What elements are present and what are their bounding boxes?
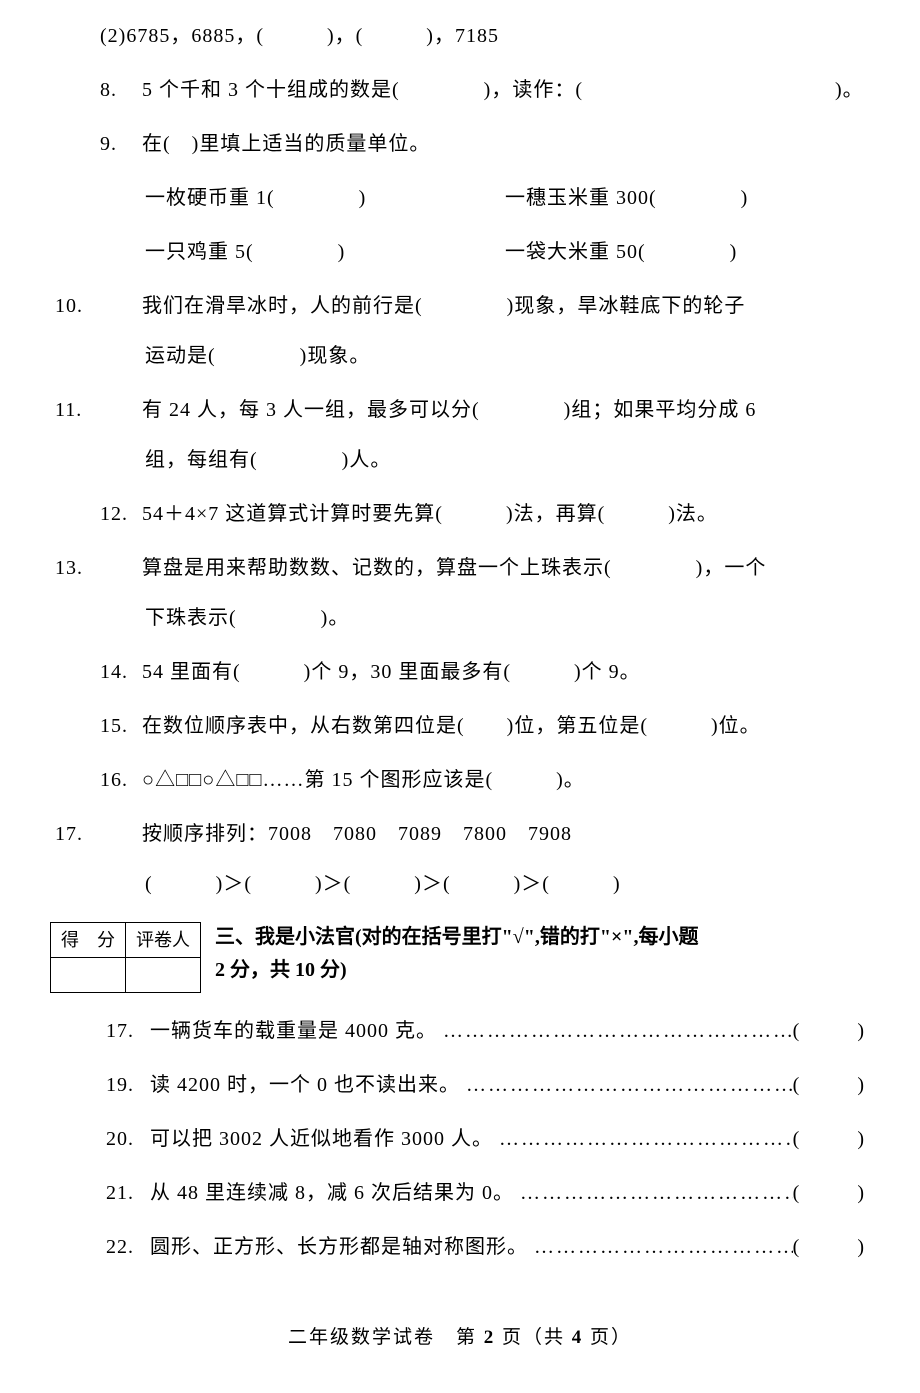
q13-num: 13. <box>100 552 136 584</box>
q9-stem: 9. 在( )里填上适当的质量单位。 <box>50 128 870 160</box>
q17a-a: 17. 按顺序排列：7008 7080 7089 7800 7908 <box>50 818 870 850</box>
q9-row2: 一只鸡重 5( ) 一袋大米重 50( ) <box>50 236 870 268</box>
tf-text: 从 48 里连续减 8，减 6 次后结果为 0。 <box>150 1177 514 1209</box>
section-3-header: 得 分 评卷人 三、我是小法官(对的在括号里打"√",错的打"×",每小题 2 … <box>50 922 870 993</box>
tf-num: 19. <box>106 1069 150 1101</box>
score-cell-1 <box>51 958 126 993</box>
q8-line: 8. 5 个千和 3 个十组成的数是( )，读作：( )。 <box>50 74 870 106</box>
score-head-1: 得 分 <box>51 923 126 958</box>
leader-dots: ………………………………………… <box>528 1231 793 1263</box>
section-3-title-l1: 三、我是小法官(对的在括号里打"√",错的打"×",每小题 <box>215 922 698 953</box>
q13-b: 下珠表示( )。 <box>50 602 870 634</box>
footer-text: 二年级数学试卷 第 2 页（共 4 页） <box>288 1327 632 1348</box>
section-3-title-l2: 2 分，共 10 分) <box>215 955 698 986</box>
tf-paren: ( ) <box>793 1123 870 1155</box>
q10-a: 10. 我们在滑旱冰时，人的前行是( )现象，旱冰鞋底下的轮子 <box>50 290 870 322</box>
tf-num: 20. <box>106 1123 150 1155</box>
tf-num: 21. <box>106 1177 150 1209</box>
section-3-title: 三、我是小法官(对的在括号里打"√",错的打"×",每小题 2 分，共 10 分… <box>215 922 698 986</box>
leader-dots: ………………………………………… <box>514 1177 793 1209</box>
q9-text: 在( )里填上适当的质量单位。 <box>142 133 430 155</box>
q9-r1b: 一穗玉米重 300( ) <box>505 182 748 214</box>
q16-text: ○△□□○△□□……第 15 个图形应该是( )。 <box>142 769 585 791</box>
tf-text: 可以把 3002 人近似地看作 3000 人。 <box>150 1123 493 1155</box>
table-row: 得 分 评卷人 <box>51 923 201 958</box>
q12-line: 12. 54＋4×7 这道算式计算时要先算( )法，再算( )法。 <box>50 498 870 530</box>
q14-num: 14. <box>100 656 136 688</box>
q11-a: 11. 有 24 人，每 3 人一组，最多可以分( )组；如果平均分成 6 <box>50 394 870 426</box>
q8-text: 5 个千和 3 个十组成的数是( )，读作：( )。 <box>142 79 864 101</box>
leader-dots: ………………………………………… <box>460 1069 793 1101</box>
q13-a: 13. 算盘是用来帮助数数、记数的，算盘一个上珠表示( )，一个 <box>50 552 870 584</box>
page-footer: 二年级数学试卷 第 2 页（共 4 页） <box>50 1323 870 1353</box>
tf-paren: ( ) <box>793 1231 870 1263</box>
q15-num: 15. <box>100 710 136 742</box>
table-row <box>51 958 201 993</box>
q17a-text-a: 按顺序排列：7008 7080 7089 7800 7908 <box>142 823 572 845</box>
tf-paren: ( ) <box>793 1177 870 1209</box>
tf-text: 圆形、正方形、长方形都是轴对称图形。 <box>150 1231 528 1263</box>
q9-num: 9. <box>100 128 136 160</box>
tf-q17: 17. 一辆货车的载重量是 4000 克。 ………………………………………… (… <box>50 1015 870 1047</box>
tf-q21: 21. 从 48 里连续减 8，减 6 次后结果为 0。 ……………………………… <box>50 1177 870 1209</box>
q14-text: 54 里面有( )个 9，30 里面最多有( )个 9。 <box>142 661 641 683</box>
q17a-b: ( )＞( )＞( )＞( )＞( ) <box>50 868 870 900</box>
q9-row1: 一枚硬币重 1( ) 一穗玉米重 300( ) <box>50 182 870 214</box>
q10-text-a: 我们在滑旱冰时，人的前行是( )现象，旱冰鞋底下的轮子 <box>142 295 745 317</box>
q8-num: 8. <box>100 74 136 106</box>
q17a-num: 17. <box>100 818 136 850</box>
leader-dots: ………………………………………… <box>493 1123 793 1155</box>
q9-r2a: 一只鸡重 5( ) <box>145 236 505 268</box>
q9-r2b: 一袋大米重 50( ) <box>505 236 737 268</box>
q11-b: 组，每组有( )人。 <box>50 444 870 476</box>
tf-text: 读 4200 时，一个 0 也不读出来。 <box>150 1069 460 1101</box>
q14-line: 14. 54 里面有( )个 9，30 里面最多有( )个 9。 <box>50 656 870 688</box>
leader-dots: ………………………………………… <box>437 1015 793 1047</box>
q7-2: (2)6785，6885，( )，( )，7185 <box>50 20 870 52</box>
q12-num: 12. <box>100 498 136 530</box>
q10-b: 运动是( )现象。 <box>50 340 870 372</box>
tf-paren: ( ) <box>793 1015 870 1047</box>
tf-q22: 22. 圆形、正方形、长方形都是轴对称图形。 ………………………………………… … <box>50 1231 870 1263</box>
q15-text: 在数位顺序表中，从右数第四位是( )位，第五位是( )位。 <box>142 715 761 737</box>
q13-text-a: 算盘是用来帮助数数、记数的，算盘一个上珠表示( )，一个 <box>142 557 766 579</box>
tf-paren: ( ) <box>793 1069 870 1101</box>
q12-text: 54＋4×7 这道算式计算时要先算( )法，再算( )法。 <box>142 503 718 525</box>
tf-q20: 20. 可以把 3002 人近似地看作 3000 人。 ………………………………… <box>50 1123 870 1155</box>
score-table: 得 分 评卷人 <box>50 922 201 993</box>
exam-page: (2)6785，6885，( )，( )，7185 8. 5 个千和 3 个十组… <box>0 0 920 1393</box>
q11-text-a: 有 24 人，每 3 人一组，最多可以分( )组；如果平均分成 6 <box>142 399 756 421</box>
q16-num: 16. <box>100 764 136 796</box>
q15-line: 15. 在数位顺序表中，从右数第四位是( )位，第五位是( )位。 <box>50 710 870 742</box>
q11-num: 11. <box>100 394 136 426</box>
tf-q19: 19. 读 4200 时，一个 0 也不读出来。 ………………………………………… <box>50 1069 870 1101</box>
tf-num: 17. <box>106 1015 150 1047</box>
tf-text: 一辆货车的载重量是 4000 克。 <box>150 1015 437 1047</box>
q10-num: 10. <box>100 290 136 322</box>
score-head-2: 评卷人 <box>126 923 201 958</box>
q16-line: 16. ○△□□○△□□……第 15 个图形应该是( )。 <box>50 764 870 796</box>
score-cell-2 <box>126 958 201 993</box>
q9-r1a: 一枚硬币重 1( ) <box>145 182 505 214</box>
tf-num: 22. <box>106 1231 150 1263</box>
